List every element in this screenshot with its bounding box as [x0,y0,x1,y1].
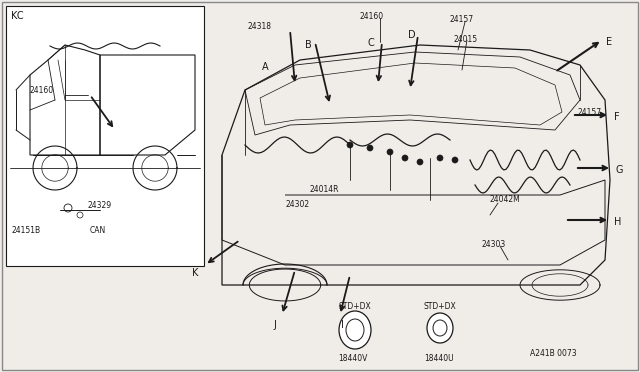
Text: STD+DX: STD+DX [424,302,456,311]
Circle shape [437,155,443,161]
Text: 24160: 24160 [30,86,54,94]
Text: 24157: 24157 [578,108,602,117]
Text: K: K [192,268,198,278]
Text: H: H [614,217,621,227]
Ellipse shape [339,311,371,349]
Text: F: F [614,112,620,122]
Circle shape [347,142,353,148]
Text: I: I [341,320,344,330]
Text: D: D [408,30,415,40]
Text: 24151B: 24151B [12,225,41,234]
Circle shape [417,159,423,165]
Ellipse shape [427,313,453,343]
Text: E: E [606,37,612,47]
Text: CAN: CAN [90,225,106,234]
Text: A241B 0073: A241B 0073 [530,349,577,358]
Text: 24318: 24318 [247,22,271,31]
Bar [6,6,204,266]
Text: G: G [616,165,623,175]
Circle shape [387,149,393,155]
Text: 24157: 24157 [450,15,474,24]
Text: 24015: 24015 [453,35,477,44]
Text: STD+DX: STD+DX [339,302,371,311]
Text: C: C [368,38,375,48]
Text: 24160: 24160 [360,12,384,21]
Text: 24014R: 24014R [310,185,339,194]
Text: J: J [273,320,276,330]
Text: 24302: 24302 [285,200,309,209]
Text: KC: KC [11,11,24,21]
Text: 24303: 24303 [482,240,506,249]
Circle shape [402,155,408,161]
Text: B: B [305,40,312,50]
Text: A: A [262,62,269,72]
Circle shape [367,145,373,151]
Text: 24042M: 24042M [490,195,521,204]
Circle shape [452,157,458,163]
Text: 18440V: 18440V [338,354,367,363]
Text: 18440U: 18440U [424,354,454,363]
Text: 24329: 24329 [88,201,112,209]
